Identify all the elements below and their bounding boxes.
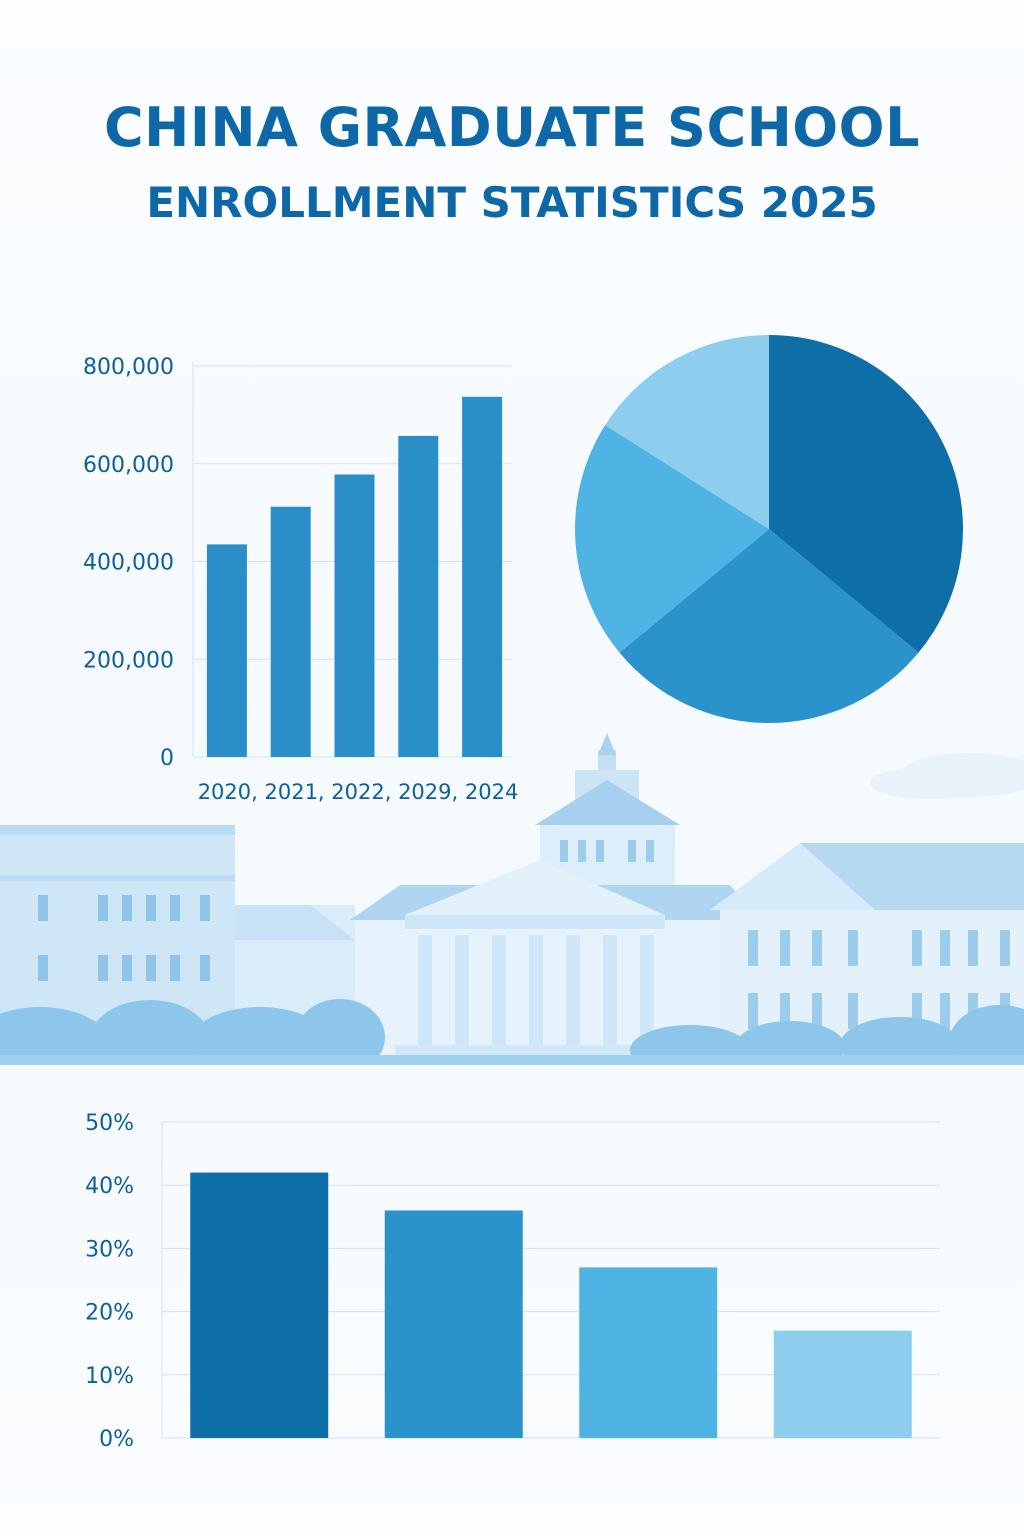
y-tick-label: 0 <box>160 746 174 771</box>
y-tick-label: 30% <box>85 1237 134 1262</box>
campus-building-illustration <box>0 733 1024 1065</box>
bar <box>398 435 439 757</box>
pie-slices <box>575 335 963 723</box>
enrollment-bar-chart-bars <box>206 396 503 757</box>
pie-slice <box>605 335 769 529</box>
pie-slice <box>575 425 769 653</box>
bar <box>270 506 311 757</box>
y-tick-label: 10% <box>85 1364 134 1389</box>
pie-slice <box>619 529 919 723</box>
y-tick-label: 40% <box>85 1174 134 1199</box>
central-building <box>350 733 760 1060</box>
bar <box>462 396 503 757</box>
y-tick-label: 400,000 <box>83 551 174 576</box>
y-tick-label: 20% <box>85 1301 134 1326</box>
page-title: CHINA GRADUATE SCHOOL <box>104 96 920 159</box>
pie-slice <box>769 335 963 653</box>
bar <box>334 474 375 757</box>
page-subtitle: ENROLLMENT STATISTICS 2025 <box>146 178 878 227</box>
y-tick-label: 600,000 <box>83 453 174 478</box>
y-tick-label: 0% <box>99 1427 134 1452</box>
percentage-bar-chart: 0% 10% 20% 30% 40% 50% <box>85 1111 940 1452</box>
percentage-bar-chart-bars <box>190 1172 912 1438</box>
bar <box>384 1210 523 1438</box>
distribution-pie-chart <box>575 335 963 723</box>
cloud-icon <box>870 753 1024 799</box>
trees <box>0 999 1024 1065</box>
y-tick-label: 800,000 <box>83 355 174 380</box>
y-tick-label: 50% <box>85 1111 134 1136</box>
y-tick-label: 200,000 <box>83 648 174 673</box>
x-axis-category-labels: 2020, 2021, 2022, 2029, 2024 <box>198 780 519 804</box>
bar <box>773 1330 912 1438</box>
percentage-bar-chart-y-tick-labels: 0% 10% 20% 30% 40% 50% <box>85 1111 134 1452</box>
enrollment-bar-chart: 0 200,000 400,000 600,000 800,000 2020, 2021… <box>83 355 519 804</box>
bar <box>206 544 247 757</box>
enrollment-bar-chart-y-tick-labels: 0 200,000 400,000 600,000 800,000 <box>83 355 174 771</box>
bar <box>190 1172 329 1438</box>
bar <box>579 1267 718 1438</box>
